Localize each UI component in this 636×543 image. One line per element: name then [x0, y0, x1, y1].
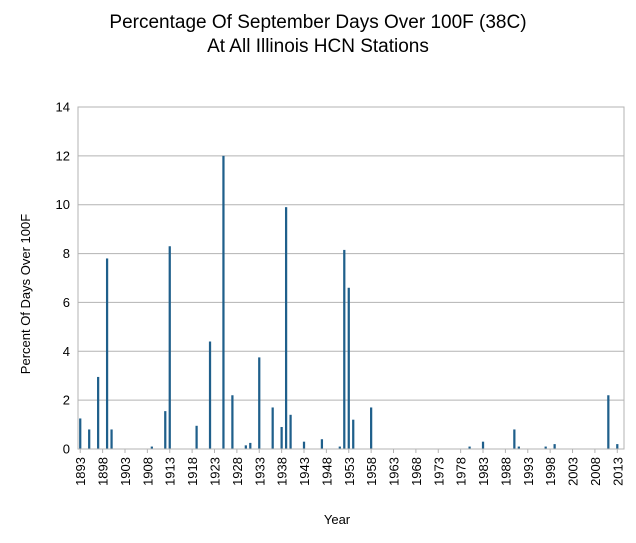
x-tick-label: 1923: [208, 457, 223, 486]
bar-2011: [607, 395, 610, 449]
bar-1933: [258, 357, 261, 449]
y-tick-label: 12: [56, 148, 70, 163]
x-tick-label: 1908: [140, 457, 155, 486]
y-tick-label: 2: [63, 393, 70, 408]
bar-1938: [280, 427, 283, 449]
bar-1931: [249, 442, 252, 449]
x-tick-label: 1893: [73, 457, 88, 486]
x-tick-label: 1913: [163, 457, 178, 486]
bar-1947: [320, 439, 324, 449]
bar-1952: [343, 249, 346, 449]
bar-1936: [271, 407, 274, 449]
x-tick-label: 2013: [610, 457, 625, 486]
x-tick-label: 1898: [96, 457, 111, 486]
x-tick-label: 1943: [297, 457, 312, 486]
bar-1899: [105, 258, 109, 449]
x-tick-label: 1948: [319, 457, 334, 486]
x-tick-label: 1993: [521, 457, 536, 486]
bar-1900: [110, 429, 113, 449]
x-tick-label: 1933: [252, 457, 267, 486]
x-axis-title: Year: [324, 512, 351, 527]
x-tick-label: 1978: [454, 457, 469, 486]
bar-1893: [79, 418, 82, 449]
bar-1919: [195, 425, 198, 449]
chart-title-line1: Percentage Of September Days Over 100F (…: [109, 12, 526, 33]
x-tick-label: 1953: [342, 457, 357, 486]
x-tick-label: 1928: [230, 457, 245, 486]
bar-2013: [616, 444, 619, 449]
y-tick-label: 6: [63, 295, 70, 310]
x-tick-label: 1998: [543, 457, 558, 486]
y-axis-title: Percent Of Days Over 100F: [18, 214, 33, 374]
bar-1953: [347, 287, 350, 449]
bar-1895: [88, 429, 91, 449]
bar-1991: [517, 446, 520, 449]
bar-1927: [231, 395, 234, 449]
x-tick-label: 1988: [498, 457, 513, 486]
x-tick-label: 1963: [387, 457, 402, 486]
y-tick-label: 0: [63, 442, 70, 457]
bar-1997: [544, 446, 547, 449]
bar-1951: [338, 446, 341, 449]
bar-1943: [302, 441, 306, 449]
bar-1939: [284, 207, 288, 449]
chart-title-line2: At All Illinois HCN Stations: [207, 36, 429, 57]
y-tick-label: 10: [56, 197, 70, 212]
bar-1925: [222, 155, 225, 449]
x-tick-label: 1983: [476, 457, 491, 486]
plot-frame: [77, 106, 625, 450]
bar-1912: [164, 411, 167, 449]
y-tick-label: 4: [63, 344, 70, 359]
x-tick-label: 1903: [118, 457, 133, 486]
x-tick-label: 1938: [275, 457, 290, 486]
x-axis-ticks: 1893 1898 1903 1908 1913 1918 1923 1928 1933 1938…: [73, 449, 625, 486]
x-tick-label: 1918: [185, 457, 200, 486]
y-tick-label: 8: [63, 246, 70, 261]
bar-1940: [289, 414, 292, 449]
bar-1922: [208, 341, 212, 449]
bar-1930: [244, 445, 247, 449]
bar-1909: [150, 446, 153, 449]
bar-1913: [168, 246, 171, 449]
bar-1999: [553, 444, 556, 449]
bar-1990: [513, 429, 516, 449]
bars: [79, 155, 619, 449]
x-tick-label: 1968: [409, 457, 424, 486]
bar-1954: [352, 419, 355, 449]
y-tick-label: 14: [56, 100, 70, 115]
grid: [78, 106, 624, 450]
x-tick-label: 1958: [364, 457, 379, 486]
x-tick-label: 2008: [588, 457, 603, 486]
bar-1958: [370, 407, 373, 449]
bar-1983: [481, 441, 485, 449]
bar-1980: [468, 446, 471, 449]
x-tick-label: 1973: [431, 457, 446, 486]
y-axis-ticks: 0 2 4 6 8 10 12 14: [56, 100, 70, 457]
bar-1897: [97, 376, 100, 449]
x-tick-label: 2003: [566, 457, 581, 486]
